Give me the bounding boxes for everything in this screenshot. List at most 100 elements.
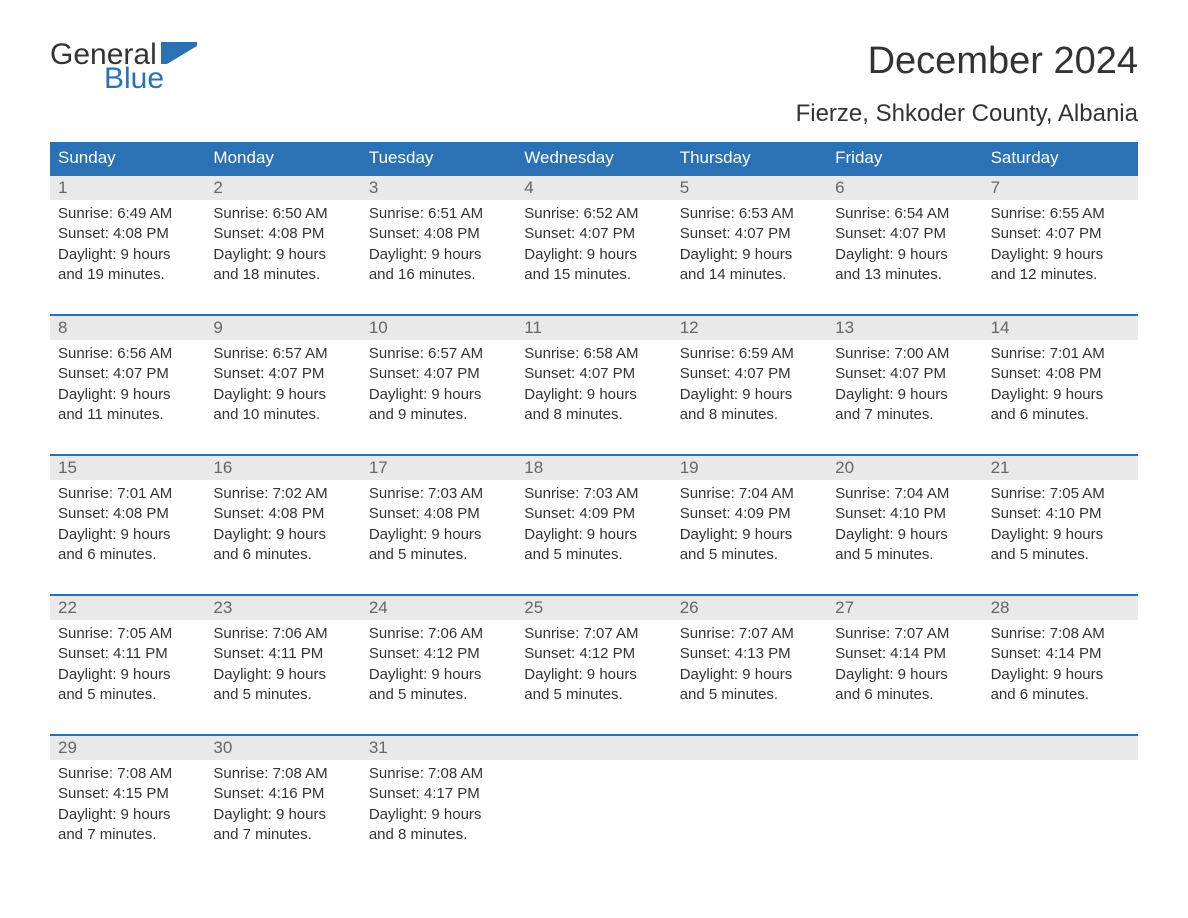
cell-line: Daylight: 9 hours	[213, 805, 352, 825]
cell-line: and 18 minutes.	[213, 265, 352, 285]
calendar-cell: Sunrise: 7:03 AMSunset: 4:09 PMDaylight:…	[516, 480, 671, 576]
cell-line: and 5 minutes.	[369, 685, 508, 705]
cell-line: Sunrise: 7:01 AM	[58, 484, 197, 504]
cell-line: Sunrise: 7:08 AM	[58, 764, 197, 784]
cell-line: and 5 minutes.	[58, 685, 197, 705]
calendar-week: 293031Sunrise: 7:08 AMSunset: 4:15 PMDay…	[50, 734, 1138, 856]
calendar-cell: Sunrise: 7:08 AMSunset: 4:15 PMDaylight:…	[50, 760, 205, 856]
cell-line: Sunset: 4:07 PM	[835, 364, 974, 384]
calendar-cell: Sunrise: 7:00 AMSunset: 4:07 PMDaylight:…	[827, 340, 982, 436]
cell-line: Daylight: 9 hours	[58, 665, 197, 685]
cell-line: Sunset: 4:07 PM	[991, 224, 1130, 244]
day-header-tue: Tuesday	[361, 142, 516, 174]
cell-line: Daylight: 9 hours	[991, 525, 1130, 545]
calendar-cell: Sunrise: 7:07 AMSunset: 4:13 PMDaylight:…	[672, 620, 827, 716]
cell-line: and 5 minutes.	[524, 685, 663, 705]
cell-line: and 5 minutes.	[680, 685, 819, 705]
location-subtitle: Fierze, Shkoder County, Albania	[50, 100, 1138, 128]
cell-line: Sunset: 4:07 PM	[680, 224, 819, 244]
cell-line: Sunrise: 6:52 AM	[524, 204, 663, 224]
calendar-cell: Sunrise: 6:52 AMSunset: 4:07 PMDaylight:…	[516, 200, 671, 296]
cell-line: Sunset: 4:07 PM	[213, 364, 352, 384]
calendar-cell: Sunrise: 7:08 AMSunset: 4:16 PMDaylight:…	[205, 760, 360, 856]
calendar-cell: Sunrise: 7:02 AMSunset: 4:08 PMDaylight:…	[205, 480, 360, 576]
cell-line: Daylight: 9 hours	[991, 385, 1130, 405]
day-number: 6	[827, 176, 982, 200]
day-number: 24	[361, 596, 516, 620]
cell-line: Daylight: 9 hours	[835, 525, 974, 545]
cell-line: Daylight: 9 hours	[213, 385, 352, 405]
day-number: 5	[672, 176, 827, 200]
daynum-row: 1234567	[50, 176, 1138, 200]
cell-line: and 5 minutes.	[991, 545, 1130, 565]
cell-line: Sunrise: 6:49 AM	[58, 204, 197, 224]
cell-line: Daylight: 9 hours	[524, 525, 663, 545]
calendar-cell: Sunrise: 6:57 AMSunset: 4:07 PMDaylight:…	[205, 340, 360, 436]
cell-line: Sunrise: 6:55 AM	[991, 204, 1130, 224]
cell-line: Sunset: 4:14 PM	[835, 644, 974, 664]
cell-line: Daylight: 9 hours	[680, 665, 819, 685]
day-number	[516, 736, 671, 760]
cell-line: and 12 minutes.	[991, 265, 1130, 285]
cell-line: Sunset: 4:07 PM	[680, 364, 819, 384]
cell-line: and 6 minutes.	[991, 685, 1130, 705]
calendar-cell	[672, 760, 827, 856]
day-header-thu: Thursday	[672, 142, 827, 174]
cell-line: Sunset: 4:09 PM	[524, 504, 663, 524]
cell-line: Sunrise: 7:07 AM	[524, 624, 663, 644]
cell-line: Sunset: 4:08 PM	[213, 504, 352, 524]
day-header-row: Sunday Monday Tuesday Wednesday Thursday…	[50, 142, 1138, 174]
day-number: 1	[50, 176, 205, 200]
day-number: 8	[50, 316, 205, 340]
cell-line: and 7 minutes.	[213, 825, 352, 845]
calendar-cell: Sunrise: 6:51 AMSunset: 4:08 PMDaylight:…	[361, 200, 516, 296]
day-number: 14	[983, 316, 1138, 340]
cell-line: Daylight: 9 hours	[524, 385, 663, 405]
calendar-cell: Sunrise: 7:08 AMSunset: 4:14 PMDaylight:…	[983, 620, 1138, 716]
day-number: 9	[205, 316, 360, 340]
day-number: 25	[516, 596, 671, 620]
cell-line: Sunrise: 7:02 AM	[213, 484, 352, 504]
cell-line: Sunrise: 7:07 AM	[835, 624, 974, 644]
calendar-cell: Sunrise: 7:04 AMSunset: 4:09 PMDaylight:…	[672, 480, 827, 576]
cell-line: Sunrise: 6:57 AM	[213, 344, 352, 364]
calendar-cell	[983, 760, 1138, 856]
cell-line: Sunset: 4:09 PM	[680, 504, 819, 524]
calendar: Sunday Monday Tuesday Wednesday Thursday…	[50, 142, 1138, 856]
calendar-cell: Sunrise: 6:55 AMSunset: 4:07 PMDaylight:…	[983, 200, 1138, 296]
cell-line: and 6 minutes.	[835, 685, 974, 705]
cell-line: Sunrise: 7:08 AM	[369, 764, 508, 784]
calendar-cell: Sunrise: 7:07 AMSunset: 4:12 PMDaylight:…	[516, 620, 671, 716]
day-number	[827, 736, 982, 760]
daynum-row: 22232425262728	[50, 596, 1138, 620]
calendar-week: 891011121314Sunrise: 6:56 AMSunset: 4:07…	[50, 314, 1138, 436]
day-number: 4	[516, 176, 671, 200]
logo-word2: Blue	[104, 64, 197, 94]
calendar-cell: Sunrise: 7:06 AMSunset: 4:11 PMDaylight:…	[205, 620, 360, 716]
cell-line: Sunset: 4:07 PM	[58, 364, 197, 384]
cell-line: Daylight: 9 hours	[213, 665, 352, 685]
calendar-cell: Sunrise: 7:05 AMSunset: 4:10 PMDaylight:…	[983, 480, 1138, 576]
day-number: 10	[361, 316, 516, 340]
day-number: 31	[361, 736, 516, 760]
cell-line: Daylight: 9 hours	[524, 665, 663, 685]
cell-line: Sunrise: 6:54 AM	[835, 204, 974, 224]
day-number: 19	[672, 456, 827, 480]
day-number: 21	[983, 456, 1138, 480]
cell-line: Sunrise: 7:03 AM	[369, 484, 508, 504]
cell-line: Sunset: 4:10 PM	[991, 504, 1130, 524]
cell-line: and 15 minutes.	[524, 265, 663, 285]
cell-line: Sunset: 4:16 PM	[213, 784, 352, 804]
day-number	[672, 736, 827, 760]
cell-line: Sunrise: 7:05 AM	[991, 484, 1130, 504]
day-number: 17	[361, 456, 516, 480]
cell-line: Daylight: 9 hours	[835, 665, 974, 685]
calendar-cell: Sunrise: 7:07 AMSunset: 4:14 PMDaylight:…	[827, 620, 982, 716]
cell-line: Daylight: 9 hours	[991, 665, 1130, 685]
day-header-wed: Wednesday	[516, 142, 671, 174]
cell-line: Sunrise: 6:56 AM	[58, 344, 197, 364]
cell-line: Sunrise: 7:01 AM	[991, 344, 1130, 364]
cell-line: Sunset: 4:14 PM	[991, 644, 1130, 664]
cell-line: Daylight: 9 hours	[369, 385, 508, 405]
day-number: 2	[205, 176, 360, 200]
